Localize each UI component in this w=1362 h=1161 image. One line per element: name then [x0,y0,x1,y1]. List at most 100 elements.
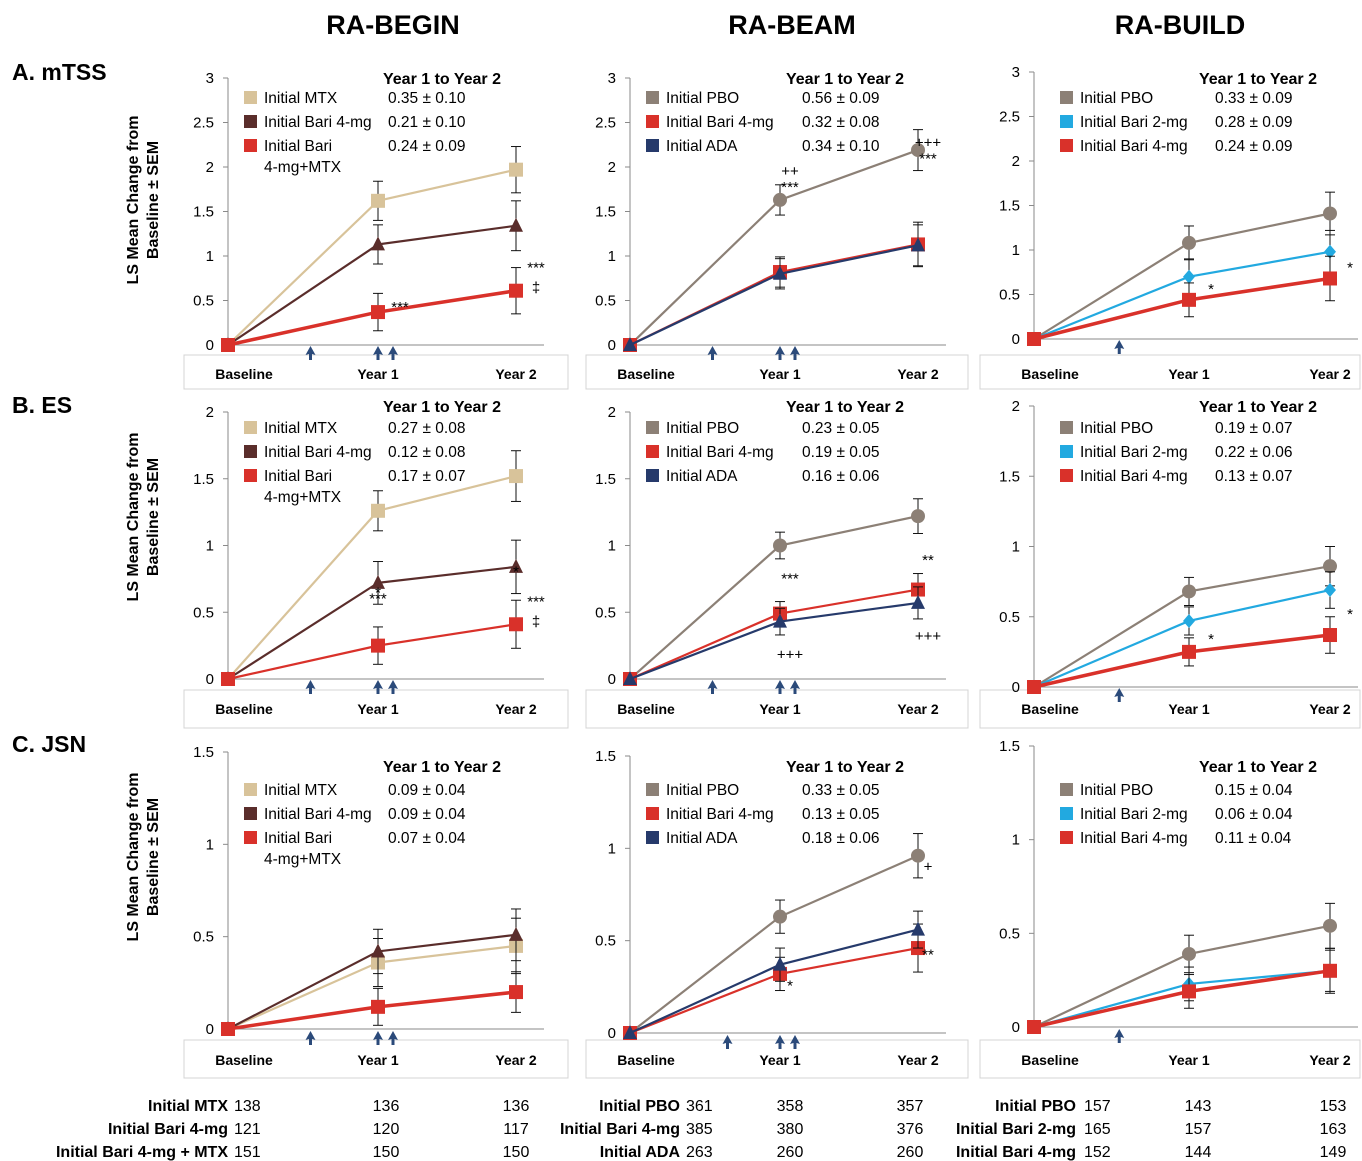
y-tick-label: 0 [1012,331,1020,348]
y-tick-label: 0.5 [193,929,214,946]
data-point [221,1022,235,1036]
legend-slope-value: 0.11 ± 0.04 [1215,830,1292,847]
legend-label: Initial MTX [264,782,338,799]
chart-panel-p20: 0 0.5 1 1.5 Baseline Year 1 Year 2 Year 1 to Ye… [183,744,569,1079]
timepoint-arrow [305,1031,316,1045]
data-point [911,921,925,936]
data-point [1324,244,1336,259]
x-tick-label: Year 1 [357,1052,398,1068]
legend-slope-value: 0.33 ± 0.09 [1215,90,1292,107]
legend-slope-value: 0.24 ± 0.09 [388,138,465,155]
series-line [1033,969,1331,1029]
data-point [1183,269,1195,284]
sample-size-value: 380 [777,1121,804,1138]
legend-slope-value: 0.56 ± 0.09 [802,90,879,107]
y-tick-label: 1 [1012,242,1020,259]
chart-panel-p00: 0 0.5 1 1.5 2 2.5 3 Baseline Year 1 Year 2 *** *** ‡… [183,70,569,390]
significance-marker: *** [391,299,409,316]
legend-swatch [1060,139,1073,152]
sample-size-value: 153 [1320,1098,1347,1115]
x-category-box [183,354,569,390]
series-initial-bari-4-mg [623,573,925,686]
sample-size-value: 120 [373,1121,400,1138]
legend-title: Year 1 to Year 2 [1199,71,1317,88]
data-point [623,671,637,685]
x-tick-label: Baseline [617,1052,675,1068]
y-tick-label: 0 [608,1025,616,1042]
y-tick-label: 1 [1012,539,1020,556]
sample-size-row-label: Initial ADA [600,1144,681,1161]
legend-label: Initial Bari 4-mg [666,444,774,461]
chart-panel-p12: 0 0.5 1 1.5 2 Baseline Year 1 Year 2 * * Year 1 to… [979,398,1361,729]
data-point [1182,584,1196,599]
legend-slope-value: 0.19 ± 0.07 [1215,420,1292,437]
data-point [773,613,787,628]
series-initial-bari-4-mg [623,923,925,1040]
significance-marker: * [787,978,793,995]
significance-marker: ‡ [532,280,540,297]
legend-label: Initial PBO [666,90,739,107]
row-label: C. JSN [12,731,86,757]
sample-size-value: 136 [503,1098,530,1115]
legend-swatch [244,783,257,796]
series-initial-bari-4-mg [221,200,523,351]
y-tick-label: 2.5 [595,115,616,132]
legend-label: Initial Bari 4-mg [264,114,372,131]
timepoint-arrow [790,346,800,360]
legend-label: 4-mg+MTX [264,851,342,868]
y-axis-label: LS Mean Change from Baseline ± SEM [125,433,162,602]
data-point [911,848,925,863]
series-initial-bari-4-mg [1027,947,1337,1034]
series-line [629,243,919,346]
sample-size-table: Initial MTX 138 136 136 Initial Bari 4-mg 121… [56,1098,529,1161]
legend-swatch [244,91,257,104]
legend-slope-value: 0.09 ± 0.04 [388,806,466,823]
data-point [371,638,385,653]
data-point [509,162,523,177]
column-title: RA-BEAM [728,10,856,40]
y-tick-label: 1.5 [999,198,1020,215]
series-line [227,565,517,680]
series-initial-bari-4-mg [623,221,925,352]
legend-slope-value: 0.28 ± 0.09 [1215,114,1292,131]
timepoint-arrow [305,680,316,694]
timepoint-arrow [722,1035,733,1049]
sample-size-value: 385 [686,1121,713,1138]
timepoint-arrow [373,1031,383,1045]
x-tick-label: Year 1 [759,366,800,382]
y-tick-label: 0 [608,337,616,354]
x-tick-label: Year 1 [357,701,398,717]
significance-marker: + [924,859,933,876]
sample-size-value: 358 [777,1098,804,1115]
x-tick-label: Baseline [1021,366,1079,382]
y-tick-label: 1 [206,538,214,555]
x-category-box [979,1039,1361,1079]
legend-title: Year 1 to Year 2 [786,759,904,776]
data-point [773,192,787,207]
significance-marker: ‡ [532,613,540,630]
series-initial-pbo [623,498,925,686]
significance-marker: ++ [781,163,799,180]
x-category-box [979,689,1361,729]
legend-slope-value: 0.32 ± 0.08 [802,114,879,131]
y-tick-label: 0 [1012,679,1020,696]
y-tick-label: 2 [608,404,616,421]
data-point [221,672,235,686]
row-label: B. ES [12,392,72,418]
legend-slope-value: 0.33 ± 0.05 [802,782,879,799]
significance-marker: +++ [915,628,942,645]
significance-marker: * [1208,281,1214,298]
column-title: RA-BEGIN [326,10,460,40]
sample-size-value: 157 [1084,1098,1111,1115]
data-point [1182,292,1196,307]
data-point [1323,559,1337,574]
legend: Year 1 to Year 2 Initial PBO 0.33 ± 0.05 In… [646,759,904,847]
data-point [1323,271,1337,286]
y-tick-label: 1.5 [193,204,214,221]
legend-title: Year 1 to Year 2 [1199,399,1317,416]
timepoint-arrow [1114,1029,1125,1043]
data-point [509,217,523,232]
legend-slope-value: 0.13 ± 0.05 [802,806,879,823]
data-point [1323,963,1337,978]
